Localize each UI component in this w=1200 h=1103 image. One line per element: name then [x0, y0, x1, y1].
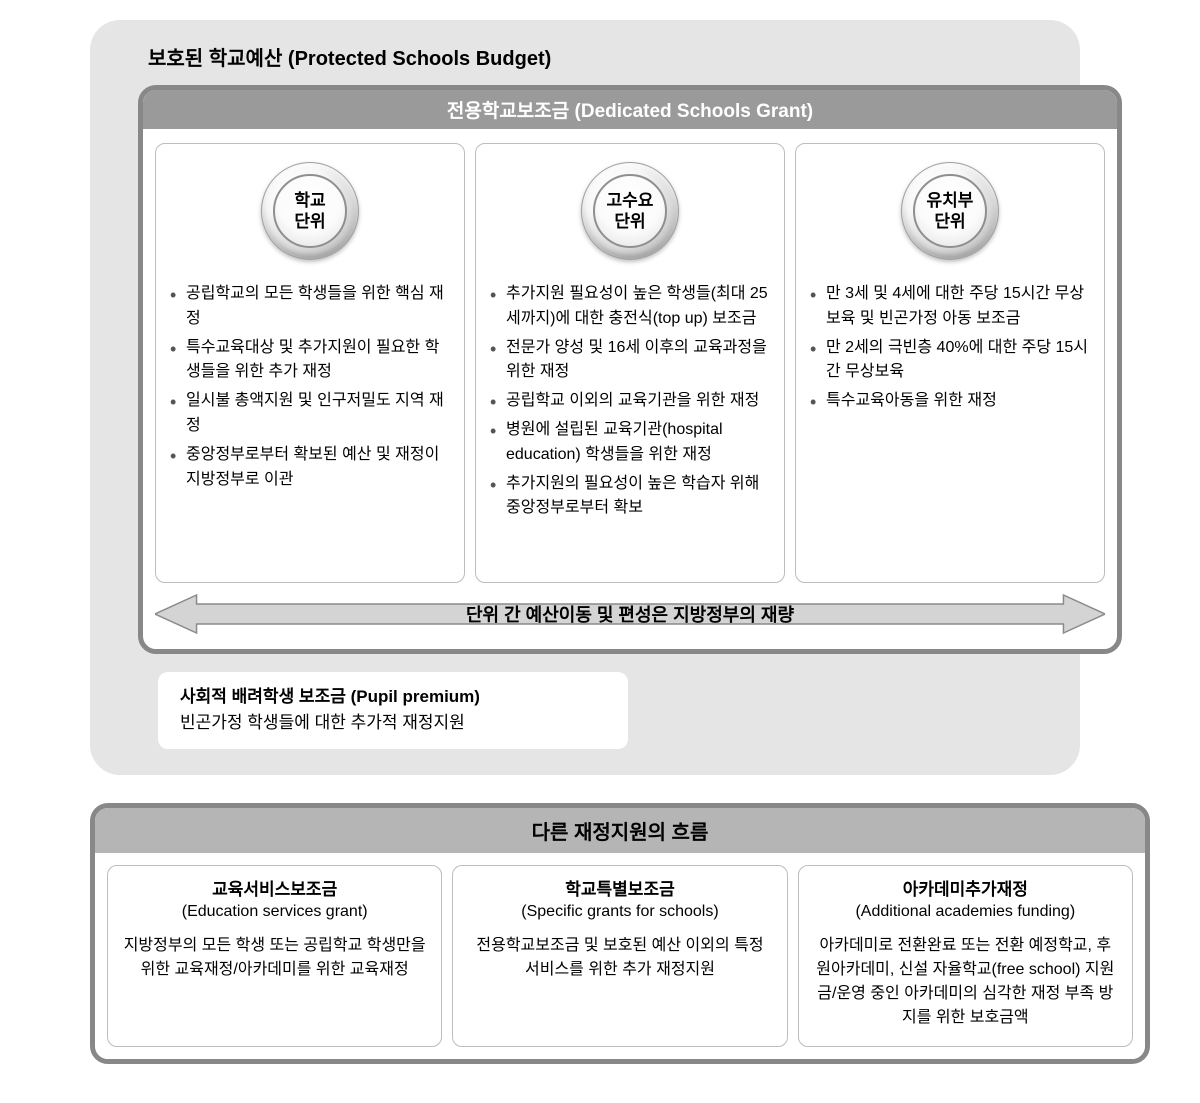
- badge-label: 유치부 단위: [913, 174, 987, 248]
- dsg-block-highneeds: 고수요 단위 추가지원 필요성이 높은 학생들(최대 25세까지)에 대한 충전…: [475, 143, 785, 583]
- dedicated-schools-grant-box: 전용학교보조금 (Dedicated Schools Grant) 학교 단위 …: [138, 85, 1122, 654]
- badge: 유치부 단위: [901, 162, 999, 260]
- s2-title-en: (Additional academies funding): [813, 901, 1118, 923]
- s2-desc: 전용학교보조금 및 보호된 예산 이외의 특정 서비스를 위한 추가 재정지원: [467, 934, 772, 982]
- arrow-label: 단위 간 예산이동 및 편성은 지방정부의 재량: [155, 593, 1105, 635]
- pupil-desc: 빈곤가정 학생들에 대한 추가적 재정지원: [180, 710, 606, 736]
- bullet-item: 특수교육대상 및 추가지원이 필요한 학생들을 위한 추가 재정: [170, 336, 450, 386]
- bullet-item: 만 3세 및 4세에 대한 주당 15시간 무상보육 및 빈곤가정 아동 보조금: [810, 282, 1090, 332]
- s2-block-academies: 아카데미추가재정 (Additional academies funding) …: [798, 865, 1133, 1047]
- other-funding-box: 다른 재정지원의 흐름 교육서비스보조금 (Education services…: [90, 803, 1150, 1064]
- badge: 고수요 단위: [581, 162, 679, 260]
- s2-title-en: (Specific grants for schools): [467, 901, 772, 923]
- bullet-item: 추가지원 필요성이 높은 학생들(최대 25세까지)에 대한 충전식(top u…: [490, 282, 770, 332]
- outer-title: 보호된 학교예산 (Protected Schools Budget): [118, 38, 1052, 85]
- section2-row: 교육서비스보조금 (Education services grant) 지방정부…: [95, 853, 1145, 1059]
- bullet-item: 전문가 양성 및 16세 이후의 교육과정을 위한 재정: [490, 336, 770, 386]
- bullet-item: 특수교육아동을 위한 재정: [810, 389, 1090, 414]
- bullet-item: 병원에 설립된 교육기관(hospital education) 학생들을 위한…: [490, 418, 770, 468]
- s2-block-specific: 학교특별보조금 (Specific grants for schools) 전용…: [452, 865, 787, 1047]
- s2-block-esg: 교육서비스보조금 (Education services grant) 지방정부…: [107, 865, 442, 1047]
- bullet-item: 공립학교의 모든 학생들을 위한 핵심 재정: [170, 282, 450, 332]
- badge-label: 학교 단위: [273, 174, 347, 248]
- bullet-item: 추가지원의 필요성이 높은 학습자 위해 중앙정부로부터 확보: [490, 472, 770, 522]
- bullet-list: 공립학교의 모든 학생들을 위한 핵심 재정 특수교육대상 및 추가지원이 필요…: [170, 282, 450, 492]
- s2-title-kr: 학교특별보조금: [467, 878, 772, 902]
- bullet-item: 공립학교 이외의 교육기관을 위한 재정: [490, 389, 770, 414]
- s2-title-kr: 아카데미추가재정: [813, 878, 1118, 902]
- dsg-block-school: 학교 단위 공립학교의 모든 학생들을 위한 핵심 재정 특수교육대상 및 추가…: [155, 143, 465, 583]
- dsg-block-earlyyears: 유치부 단위 만 3세 및 4세에 대한 주당 15시간 무상보육 및 빈곤가정…: [795, 143, 1105, 583]
- badge-label: 고수요 단위: [593, 174, 667, 248]
- bullet-list: 만 3세 및 4세에 대한 주당 15시간 무상보육 및 빈곤가정 아동 보조금…: [810, 282, 1090, 414]
- badge: 학교 단위: [261, 162, 359, 260]
- s2-desc: 지방정부의 모든 학생 또는 공립학교 학생만을 위한 교육재정/아카데미를 위…: [122, 934, 427, 982]
- discretion-arrow: 단위 간 예산이동 및 편성은 지방정부의 재량: [155, 593, 1105, 635]
- pupil-premium-box: 사회적 배려학생 보조금 (Pupil premium) 빈곤가정 학생들에 대…: [158, 672, 628, 749]
- s2-title-en: (Education services grant): [122, 901, 427, 923]
- bullet-item: 만 2세의 극빈층 40%에 대한 주당 15시간 무상보육: [810, 336, 1090, 386]
- section2-title: 다른 재정지원의 흐름: [95, 808, 1145, 853]
- s2-title-kr: 교육서비스보조금: [122, 878, 427, 902]
- dsg-blocks-row: 학교 단위 공립학교의 모든 학생들을 위한 핵심 재정 특수교육대상 및 추가…: [143, 129, 1117, 593]
- bullet-list: 추가지원 필요성이 높은 학생들(최대 25세까지)에 대한 충전식(top u…: [490, 282, 770, 521]
- bullet-item: 중앙정부로부터 확보된 예산 및 재정이 지방정부로 이관: [170, 443, 450, 493]
- pupil-title: 사회적 배려학생 보조금 (Pupil premium): [180, 684, 606, 710]
- inner-title: 전용학교보조금 (Dedicated Schools Grant): [143, 90, 1117, 129]
- protected-schools-budget-box: 보호된 학교예산 (Protected Schools Budget) 전용학교…: [90, 20, 1080, 775]
- bullet-item: 일시불 총액지원 및 인구저밀도 지역 재정: [170, 389, 450, 439]
- s2-desc: 아카데미로 전환완료 또는 전환 예정학교, 후원아카데미, 신설 자율학교(f…: [813, 934, 1118, 1030]
